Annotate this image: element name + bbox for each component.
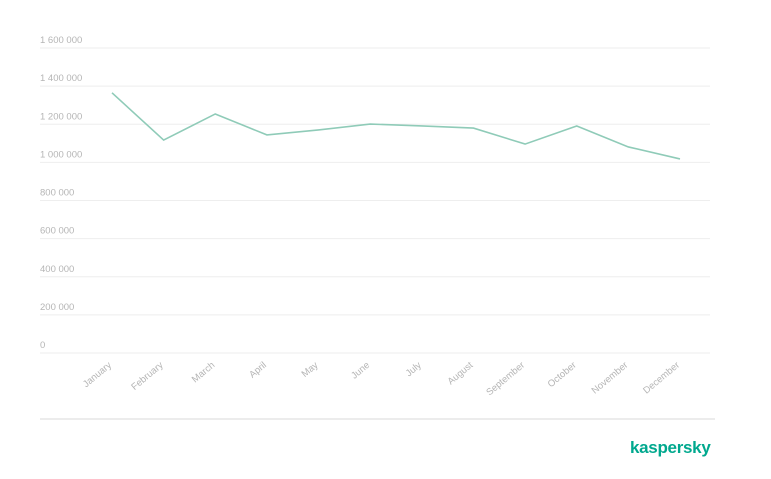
y-tick-label: 400 000 <box>40 264 74 275</box>
x-tick-label: August <box>446 360 476 388</box>
y-tick-label: 800 000 <box>40 188 74 199</box>
x-tick-label: November <box>590 360 631 397</box>
y-tick-label: 1 200 000 <box>40 111 82 122</box>
brand-logo: kaspersky <box>630 438 711 457</box>
x-tick-label: September <box>484 360 527 398</box>
y-tick-label: 1 600 000 <box>40 35 82 46</box>
y-tick-label: 600 000 <box>40 226 74 237</box>
x-tick-label: May <box>300 360 321 380</box>
data-line <box>111 92 681 160</box>
y-tick-label: 200 000 <box>40 302 74 313</box>
x-tick-label: December <box>641 360 682 397</box>
y-tick-label: 1 000 000 <box>40 149 82 160</box>
x-tick-label: July <box>404 360 424 379</box>
y-tick-label: 0 <box>40 340 45 351</box>
x-tick-label: June <box>349 360 372 382</box>
x-tick-label: March <box>190 360 217 385</box>
x-tick-label: January <box>81 360 114 390</box>
x-tick-label: October <box>546 360 579 390</box>
x-tick-label: April <box>247 360 269 381</box>
x-tick-label: February <box>129 360 165 393</box>
y-tick-label: 1 400 000 <box>40 73 82 84</box>
